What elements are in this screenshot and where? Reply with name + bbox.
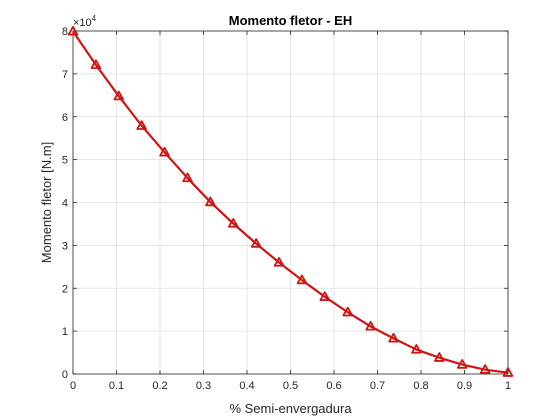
data-point-marker [182,172,193,183]
data-point-marker [296,274,308,285]
data-point-marker [342,306,354,317]
data-point-marker [456,359,468,369]
series-line [72,30,509,374]
y-tick-label: 6 [62,112,68,124]
chart-title: Momento fletor - EH [229,13,353,28]
y-tick-label: 4 [62,198,68,210]
data-point-marker [434,352,445,362]
y-tick-label: 8 [62,26,68,38]
data-point-marker [365,320,376,331]
x-tick-label: 0.5 [283,380,298,392]
y-tick-label: 2 [62,283,68,295]
y-axis-label: Momento fletor [N.m] [39,142,54,263]
x-tick-label: 0.6 [326,380,341,392]
data-point-marker [67,25,79,36]
x-tick-label: 0.9 [457,380,472,392]
y-tick-label: 3 [62,240,68,252]
x-tick-label: 0.4 [239,380,254,392]
data-point-marker [227,218,239,228]
x-axis-label: % Semi-envergadura [229,401,352,416]
series [67,25,514,377]
y-exponent-label: ×104 [73,14,97,29]
data-point-marker [479,364,491,374]
data-point-marker [273,257,285,267]
data-point-marker [502,367,514,377]
data-point-marker [411,344,422,354]
data-point-marker [159,146,170,157]
data-point-marker [90,59,102,69]
data-point-marker [319,291,331,301]
y-tick-label: 7 [62,69,68,81]
x-tick-label: 0 [70,380,76,392]
x-tick-label: 0.7 [370,380,385,392]
y-tick-label: 0 [62,369,68,381]
data-point-marker [250,238,262,248]
x-tick-label: 0.2 [152,380,167,392]
x-tick-label: 1 [505,380,511,392]
y-tick-label: 1 [62,326,68,338]
x-tick-label: 0.1 [109,380,124,392]
data-point-marker [388,332,399,343]
y-exponent-power: 4 [92,14,97,23]
data-point-marker [113,90,125,101]
y-tick-label: 5 [62,155,68,167]
data-point-marker [205,196,216,207]
data-point-marker [136,120,147,130]
ticks: 0 0.1 0.2 0.3 0.4 0.5 0.6 0.7 0.8 0.9 1 0 1 2 3 4 5 6 7 8 [62,26,511,392]
x-tick-label: 0.3 [196,380,211,392]
y-exponent-base: ×10 [73,17,92,29]
x-tick-label: 0.8 [413,380,428,392]
